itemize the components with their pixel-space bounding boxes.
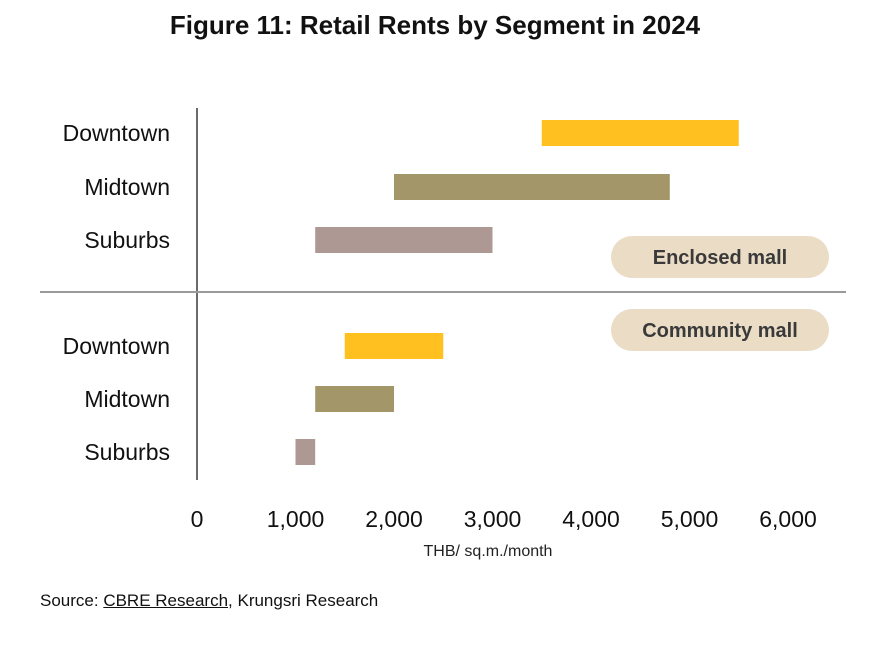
source-link[interactable]: CBRE Research (103, 591, 229, 610)
category-label-enclosed-mall-suburbs: Suburbs (84, 227, 170, 253)
x-axis-ticks: 0 1,000 2,000 3,000 4,000 5,000 6,000 (191, 506, 817, 532)
x-tick-label: 3,000 (464, 506, 522, 532)
x-tick-label: 6,000 (759, 506, 817, 532)
x-tick-label: 5,000 (661, 506, 719, 532)
source-note: Source: CBRE Research, Krungsri Research (40, 591, 378, 611)
category-label-enclosed-mall-midtown: Midtown (84, 174, 170, 200)
category-labels: Downtown Midtown Suburbs Downtown Midtown Sub… (63, 120, 170, 465)
plot-area (40, 108, 846, 480)
bar-community-mall-downtown (344, 333, 444, 359)
x-tick-label: 2,000 (365, 506, 423, 532)
bar-enclosed-mall-suburbs (315, 227, 493, 253)
group-label-community-mall: Community mall (642, 320, 798, 342)
source-prefix: Source: (40, 591, 104, 610)
x-tick-label: 0 (191, 506, 204, 532)
bar-enclosed-mall-downtown (541, 120, 739, 146)
chart-title: Figure 11: Retail Rents by Segment in 20… (169, 10, 701, 40)
bar-community-mall-midtown (315, 386, 394, 412)
category-label-community-mall-midtown: Midtown (84, 386, 170, 412)
x-tick-label: 4,000 (562, 506, 620, 532)
bar-enclosed-mall-midtown (394, 174, 670, 200)
x-axis-label: THB/ sq.m./month (424, 543, 553, 560)
group-label-enclosed-mall: Enclosed mall (653, 247, 788, 269)
category-label-enclosed-mall-downtown: Downtown (63, 120, 170, 146)
group-label-pill-community-mall (611, 309, 829, 351)
category-label-community-mall-suburbs: Suburbs (84, 439, 170, 465)
range-bar-chart: Downtown Midtown Suburbs Downtown Midtown Sub… (40, 108, 846, 560)
category-label-community-mall-downtown: Downtown (63, 333, 170, 359)
group-label-pill-enclosed-mall (611, 236, 829, 278)
group-labels: Enclosed mall Community mall (611, 236, 829, 351)
source-suffix: , Krungsri Research (228, 591, 379, 610)
bar-community-mall-suburbs (295, 439, 316, 465)
x-tick-label: 1,000 (267, 506, 325, 532)
